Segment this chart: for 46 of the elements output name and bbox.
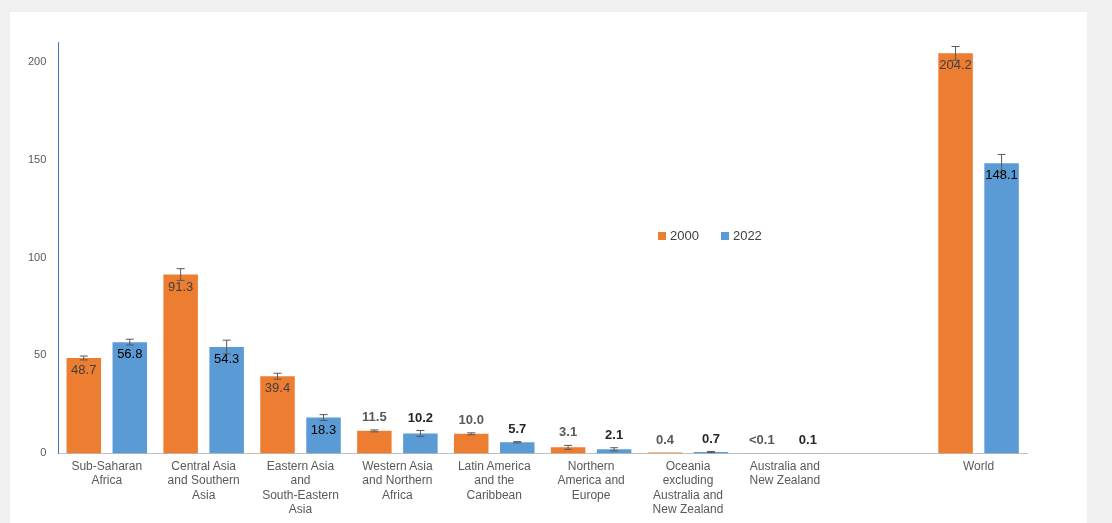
x-tick-label: Oceania excluding Australia and New Zealand <box>652 458 724 517</box>
data-label: 0.7 <box>701 430 721 446</box>
y-tick-label: 50 <box>34 348 47 361</box>
data-label: 3.1 <box>559 424 578 440</box>
data-label: 10.2 <box>407 409 434 425</box>
x-tick-label: Eastern Asia and South-Eastern Asia <box>262 458 339 517</box>
legend-label: 2022 <box>732 228 762 243</box>
data-label: 18.3 <box>310 421 337 437</box>
legend-label: 2000 <box>670 228 699 243</box>
y-tick-label: 0 <box>40 446 47 459</box>
x-tick-label: Australia and New Zealand <box>749 458 821 488</box>
bar <box>938 53 973 454</box>
y-tick-label: 200 <box>27 54 47 67</box>
x-tick-label: Latin America and the Caribbean <box>457 458 531 502</box>
data-label: 91.3 <box>167 278 194 294</box>
bar <box>500 442 535 454</box>
bar <box>357 430 392 454</box>
bar <box>66 357 102 454</box>
x-tick-label: Central Asia and Southern Asia <box>167 458 240 502</box>
data-label: <0.1 <box>749 432 775 448</box>
x-tick-label: Northern America and Europe <box>557 458 625 502</box>
data-label: 11.5 <box>362 408 387 424</box>
data-label: 204.2 <box>939 57 972 73</box>
bar <box>163 274 198 454</box>
x-tick-label: World <box>963 458 995 473</box>
data-label: 0.1 <box>798 432 817 448</box>
bar <box>260 376 295 454</box>
data-label: 2.1 <box>605 426 624 442</box>
y-tick-label: 100 <box>27 250 47 263</box>
data-label: 54.3 <box>214 351 240 367</box>
bar <box>403 433 438 454</box>
bar <box>984 163 1019 454</box>
data-label: 56.8 <box>117 346 143 362</box>
x-tick-label: Western Asia and Northern Africa <box>362 458 433 502</box>
data-label: 0.4 <box>655 431 675 447</box>
bar <box>550 447 586 454</box>
data-label: 48.7 <box>71 362 97 378</box>
data-label: 148.1 <box>985 167 1018 183</box>
bar <box>209 347 244 454</box>
data-label: 39.4 <box>264 380 291 396</box>
x-tick-label: Sub-Saharan Africa <box>71 458 143 488</box>
y-tick-label: 150 <box>27 152 47 165</box>
data-label: 10.0 <box>458 411 484 427</box>
bar <box>453 433 489 454</box>
bar <box>112 342 148 454</box>
data-label: 5.7 <box>508 420 527 436</box>
